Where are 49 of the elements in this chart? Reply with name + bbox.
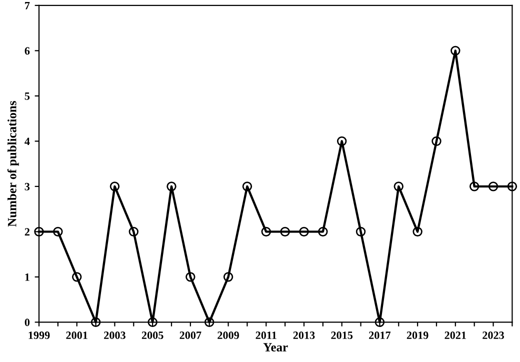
x-tick-label: 2005 [142,332,164,340]
point [432,136,442,146]
point [450,46,460,56]
x-tick-label: 2021 [444,332,466,340]
point [204,317,214,328]
point [242,182,252,192]
point [374,317,385,328]
point [148,317,158,328]
x-tick-label: 1999 [28,332,50,340]
point [90,317,101,328]
x-tick-label: 2019 [406,332,428,340]
point [166,182,176,192]
point [412,226,422,237]
y-axis-title: Number of publications [7,101,19,227]
point [280,226,290,237]
point [318,226,328,237]
x-tick-label: 2007 [180,332,202,340]
point [507,182,518,192]
point [394,182,404,192]
point [356,226,366,237]
x-tick-label: 2009 [218,332,239,340]
x-tick-label: 2013 [293,332,315,340]
y-tick-label: 7 [25,2,30,10]
x-tick-label: 2001 [66,332,88,340]
y-tick-label: 2 [24,228,30,236]
point [469,182,480,192]
y-tick-label: 6 [24,47,30,55]
point [34,226,44,237]
x-tick-label: 2011 [256,332,276,340]
point [223,272,234,282]
y-tick-label: 1 [25,273,30,281]
x-tick-label: 2015 [331,332,353,340]
y-tick-label: 3 [24,182,30,190]
point [110,182,120,192]
point [186,272,196,282]
point [261,226,271,237]
point [336,136,347,146]
x-axis-title: Year [263,343,288,352]
point [299,226,309,237]
point [53,226,63,237]
y-tick-label: 0 [24,318,30,326]
y-tick-label: 5 [24,92,30,100]
point [128,226,138,237]
x-tick-label: 2023 [482,332,504,340]
x-tick-label: 2017 [369,332,391,340]
point [488,182,498,192]
y-tick-label: 4 [24,138,30,146]
point [72,272,82,282]
x-tick-label: 2003 [104,332,126,340]
